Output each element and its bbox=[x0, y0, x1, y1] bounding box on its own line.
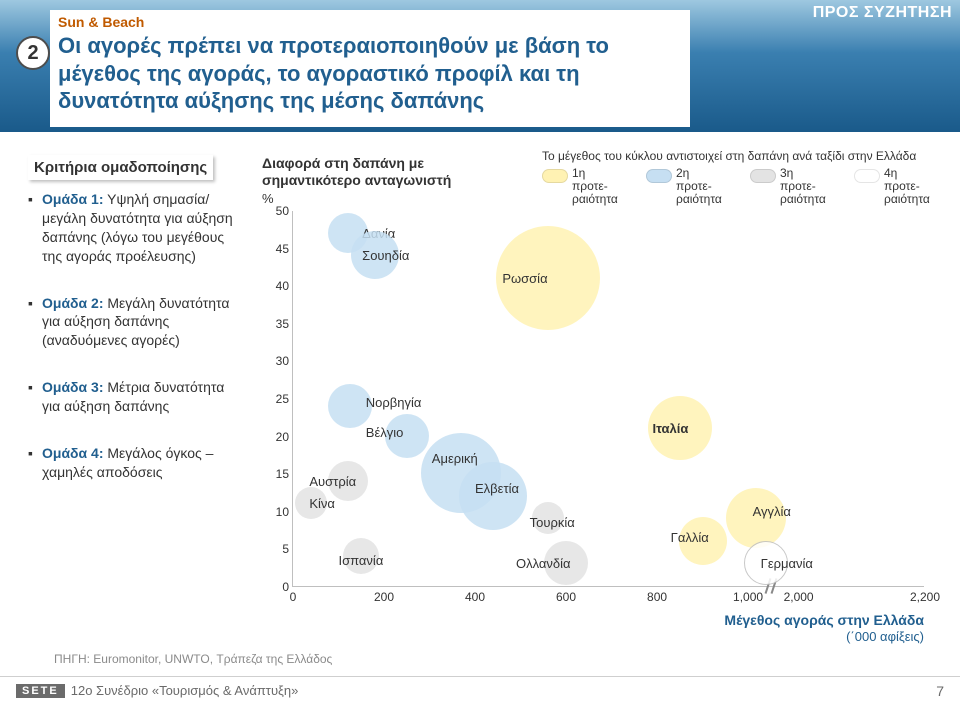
footer-bar: SETE 12ο Συνέδριο «Τουρισμός & Ανάπτυξη»… bbox=[0, 676, 960, 704]
y-tick: 50 bbox=[259, 204, 289, 218]
bubble-label: Σουηδία bbox=[362, 248, 409, 263]
criteria-label: Ομάδα 2: bbox=[42, 295, 104, 311]
y-tick: 25 bbox=[259, 392, 289, 406]
x-tick: 200 bbox=[374, 590, 394, 604]
legend-text: 4η προτε-ραιότητα bbox=[884, 167, 936, 207]
bubble-label: Αγγλία bbox=[753, 504, 791, 519]
brand-label: Sun & Beach bbox=[58, 14, 682, 30]
criteria-column: Κριτήρια ομαδοποίησης Ομάδα 1: Υψηλή σημ… bbox=[28, 155, 238, 510]
scatter-plot: Μέγεθος αγοράς στην Ελλάδα (΄000 αφίξεις… bbox=[292, 211, 924, 587]
x-tick: 400 bbox=[465, 590, 485, 604]
x-tick: 1,000 bbox=[733, 590, 763, 604]
legend-item: 2η προτε-ραιότητα bbox=[646, 167, 728, 207]
slide-title: Οι αγορές πρέπει να προτεραιοποιηθούν με… bbox=[58, 32, 682, 115]
legend-item: 1η προτε-ραιότητα bbox=[542, 167, 624, 207]
bubble-label: Γαλλία bbox=[671, 530, 709, 545]
slide-number-badge: 2 bbox=[16, 36, 50, 70]
bubble-label: Τουρκία bbox=[530, 515, 575, 530]
y-tick: 10 bbox=[259, 505, 289, 519]
criteria-item: Ομάδα 4: Μεγάλος όγκος – χαμηλές αποδόσε… bbox=[28, 444, 238, 482]
x-axis-subtitle: (΄000 αφίξεις) bbox=[846, 629, 924, 644]
criteria-item: Ομάδα 1: Υψηλή σημασία/ μεγάλη δυνατότητ… bbox=[28, 190, 238, 266]
bubble-label: Ελβετία bbox=[475, 481, 519, 496]
y-tick: 20 bbox=[259, 430, 289, 444]
x-tick: 800 bbox=[647, 590, 667, 604]
y-tick: 15 bbox=[259, 467, 289, 481]
y-tick: 45 bbox=[259, 242, 289, 256]
legend-text: 3η προτε-ραιότητα bbox=[780, 167, 832, 207]
bubble-label: Γερμανία bbox=[761, 556, 813, 571]
criteria-heading: Κριτήρια ομαδοποίησης bbox=[28, 155, 213, 180]
legend-title: Το μέγεθος του κύκλου αντιστοιχεί στη δα… bbox=[542, 149, 936, 163]
legend-swatch bbox=[750, 169, 776, 183]
chart-y-title: Διαφορά στη δαπάνη με σημαντικότερο αντα… bbox=[262, 155, 502, 189]
x-tick: 0 bbox=[290, 590, 297, 604]
legend-row: 1η προτε-ραιότητα 2η προτε-ραιότητα 3η προ… bbox=[542, 167, 936, 207]
discussion-tag: ΠΡΟΣ ΣΥΖΗΤΗΣΗ bbox=[813, 4, 952, 22]
bubble-label: Ισπανία bbox=[339, 553, 384, 568]
bubble-label: Ιταλία bbox=[652, 421, 688, 436]
y-tick: 40 bbox=[259, 279, 289, 293]
x-tick: 2,200 bbox=[910, 590, 940, 604]
x-tick: 600 bbox=[556, 590, 576, 604]
page-number: 7 bbox=[936, 683, 944, 699]
content-area: Κριτήρια ομαδοποίησης Ομάδα 1: Υψηλή σημ… bbox=[0, 155, 960, 670]
x-axis-title: Μέγεθος αγοράς στην Ελλάδα bbox=[724, 612, 924, 628]
x-tick: 2,000 bbox=[784, 590, 814, 604]
legend-item: 4η προτε-ραιότητα bbox=[854, 167, 936, 207]
y-tick: 5 bbox=[259, 542, 289, 556]
bubble-label: Βέλγιο bbox=[366, 425, 404, 440]
event-name: 12ο Συνέδριο «Τουρισμός & Ανάπτυξη» bbox=[71, 683, 299, 698]
legend-item: 3η προτε-ραιότητα bbox=[750, 167, 832, 207]
criteria-label: Ομάδα 1: bbox=[42, 191, 104, 207]
criteria-item: Ομάδα 3: Μέτρια δυνατότητα για αύξηση δα… bbox=[28, 378, 238, 416]
criteria-list: Ομάδα 1: Υψηλή σημασία/ μεγάλη δυνατότητ… bbox=[28, 190, 238, 482]
bubble-label: Νορβηγία bbox=[366, 395, 422, 410]
legend-swatch bbox=[854, 169, 880, 183]
criteria-label: Ομάδα 4: bbox=[42, 445, 104, 461]
y-tick: 35 bbox=[259, 317, 289, 331]
criteria-item: Ομάδα 2: Μεγάλη δυνατότητα για αύξηση δα… bbox=[28, 294, 238, 351]
sete-logo: SETE bbox=[16, 684, 65, 698]
bubble-label: Ολλανδία bbox=[516, 556, 571, 571]
legend-swatch bbox=[542, 169, 568, 183]
legend-text: 1η προτε-ραιότητα bbox=[572, 167, 624, 207]
chart-area: Διαφορά στη δαπάνη με σημαντικότερο αντα… bbox=[262, 155, 940, 650]
footer-left: SETE 12ο Συνέδριο «Τουρισμός & Ανάπτυξη» bbox=[16, 683, 298, 698]
header-box: Sun & Beach Οι αγορές πρέπει να προτεραι… bbox=[50, 10, 690, 127]
legend-swatch bbox=[646, 169, 672, 183]
criteria-label: Ομάδα 3: bbox=[42, 379, 104, 395]
y-tick: 0 bbox=[259, 580, 289, 594]
bubble-label: Αμερική bbox=[432, 451, 478, 466]
y-tick: 30 bbox=[259, 354, 289, 368]
bubble-label: Κίνα bbox=[309, 496, 335, 511]
legend-text: 2η προτε-ραιότητα bbox=[676, 167, 728, 207]
chart-legend: Το μέγεθος του κύκλου αντιστοιχεί στη δα… bbox=[542, 149, 936, 207]
bubble-label: Ρωσσία bbox=[502, 271, 547, 286]
bubble-label: Αυστρία bbox=[309, 474, 356, 489]
